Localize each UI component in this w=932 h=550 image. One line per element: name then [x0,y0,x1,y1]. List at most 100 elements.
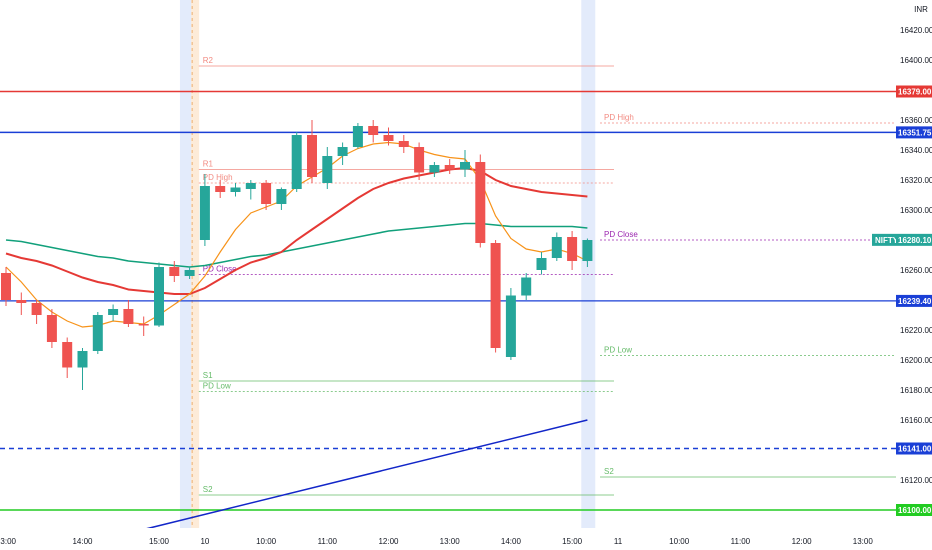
candle [460,150,470,177]
candle [291,132,302,192]
support-green-tag-bg [896,504,932,516]
candle [230,183,241,197]
x-tick-label: 15:00 [149,537,170,546]
candle-body [138,324,149,326]
candle [245,180,256,200]
candle-body [383,135,394,141]
candle [398,135,409,153]
ema-slow-line [5,222,588,268]
candle [123,300,134,327]
x-tick-label: 15:00 [562,537,583,546]
candle-body [184,270,195,276]
time-axis[interactable]: 13:00 14:00 15:00 10 10:00 11:00 12:00 13:00 14:… [0,528,932,550]
candle [414,142,425,180]
pivot-day2-label: PD High [604,113,634,122]
candle [582,238,593,267]
support-green-tag-text: 16100.00 [898,506,932,515]
candle-body [92,315,103,351]
pivot-day2-label: PD Close [604,230,638,239]
candle-body [108,309,119,315]
candle-body [123,309,134,324]
candle-body [322,156,333,183]
price-tags: 16379.00 16351.75 16239.40 16141.00 16100.00… [872,85,932,516]
candle [16,292,27,315]
x-tick-label: 13:00 [440,537,461,546]
candle-body [77,351,88,368]
candle [352,123,363,149]
candle-body [414,147,425,173]
support-tag-text: 16239.40 [898,297,932,306]
candle-body [215,186,226,192]
x-tick-label: 13:00 [853,537,874,546]
pivot-day1-label: S1 [203,371,213,380]
x-tick-label: 10:00 [256,537,277,546]
support-dashed-tag-bg [896,442,932,455]
candles [1,120,593,390]
candle-body [567,237,578,261]
y-tick-label: 16420.00 [900,26,932,35]
candle [276,187,287,210]
candle [46,309,57,348]
resistance-2-tag-text: 16351.75 [898,128,932,137]
ema-mid-line [5,166,588,295]
candle-body [444,165,455,170]
pivot-day2-label: PD Low [604,346,632,355]
candle-body [46,315,57,342]
candle-body [398,141,409,147]
candle [383,127,394,146]
candle-body [31,303,42,315]
candle [551,232,562,261]
candle-body [62,342,73,368]
pivot-day1-label: R2 [203,56,214,65]
support-tag-bg [896,294,932,307]
candle-body [352,126,363,147]
candle [536,252,547,275]
candle-body [199,186,210,240]
candle [490,240,501,353]
x-tick-label: 10 [200,537,209,546]
candle [429,162,440,177]
candle [169,261,180,282]
candle-body [582,240,593,261]
last-price-tag-bg [896,233,932,246]
candle-body [337,147,348,156]
last-price-tag-text: 16280.10 [898,236,932,245]
horizontal-levels [0,90,896,511]
pivot-day1-label: PD High [203,173,233,182]
x-tick-label: 14:00 [72,537,93,546]
y-tick-label: 16260.00 [900,266,932,275]
symbol-tag-text: NIFTY [875,236,899,245]
candle-body [1,273,11,300]
currency-label: INR [914,5,928,14]
resistance-tag-text: 16379.00 [898,88,932,97]
candle [337,142,348,165]
candle [1,267,11,306]
x-tick-label: 12:00 [378,537,399,546]
candle-body [261,183,272,204]
candle-body [230,187,241,192]
pivot-day2-label: S2 [604,467,614,476]
pivot-day1-label: PD Close [203,265,237,274]
candle-body [475,162,486,243]
candle-body [505,295,516,357]
pivot-day1-label: S2 [203,485,213,494]
candle [138,316,149,336]
candle-body [368,126,379,135]
y-tick-label: 16120.00 [900,476,932,485]
y-tick-label: 16340.00 [900,146,932,155]
y-tick-label: 16300.00 [900,206,932,215]
pivot-day1-label: PD Low [203,382,231,391]
open-band [191,0,200,528]
candle [184,267,195,279]
candle-body [16,300,27,303]
x-tick-label: 10:00 [669,537,690,546]
candle-body [276,189,287,204]
y-tick-label: 16360.00 [900,116,932,125]
candle [261,180,272,210]
y-tick-label: 16200.00 [900,356,932,365]
candle-body [154,267,164,326]
candle [92,312,103,354]
symbol-tag-bg [872,233,896,246]
candle [444,159,455,174]
